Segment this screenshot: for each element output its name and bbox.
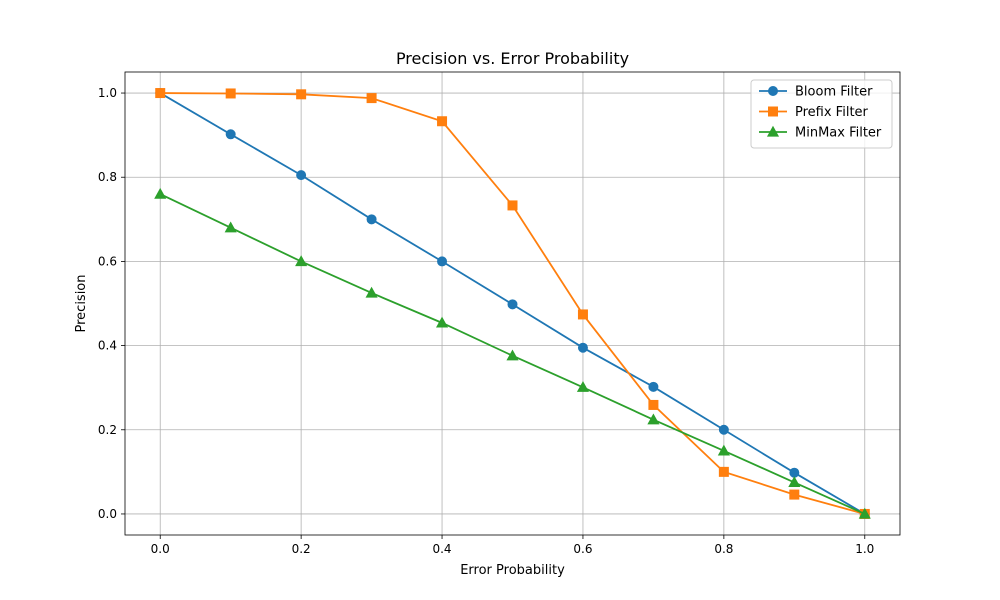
data-point: [647, 413, 660, 425]
x-tick-label: 0.0: [151, 542, 170, 556]
series-layer: [154, 88, 871, 519]
plot-frame: [124, 71, 901, 536]
legend-entry: MinMax Filter: [759, 126, 882, 141]
grid: [125, 72, 900, 535]
data-point: [435, 316, 449, 328]
series-minmax-filter: [154, 187, 871, 519]
data-point: [366, 214, 377, 225]
y-tick-label: 1.0: [98, 86, 117, 100]
legend-entry: Prefix Filter: [759, 105, 869, 120]
data-point: [224, 221, 237, 233]
data-point: [437, 116, 448, 127]
data-point: [648, 399, 659, 410]
x-tick-label: 0.4: [432, 542, 451, 556]
legend-marker: [768, 86, 778, 96]
data-point: [155, 88, 166, 99]
data-point: [717, 444, 730, 456]
data-point: [437, 256, 448, 267]
data-point: [366, 93, 377, 104]
data-point: [365, 286, 378, 298]
data-point: [577, 309, 588, 320]
data-point: [154, 187, 167, 199]
x-axis: 0.0 0.2 0.4 0.6 0.8 1.0: [151, 535, 874, 556]
data-point: [225, 129, 236, 140]
data-point: [506, 349, 519, 361]
data-point: [858, 507, 871, 519]
data-point: [507, 200, 518, 211]
data-point: [295, 255, 308, 267]
x-tick-label: 0.2: [292, 542, 311, 556]
chart-title: Precision vs. Error Probability: [396, 49, 629, 68]
data-point: [718, 466, 729, 477]
data-point: [788, 476, 801, 488]
legend-label: Prefix Filter: [795, 105, 869, 120]
data-point: [789, 467, 800, 478]
x-tick-label: 0.6: [573, 542, 592, 556]
data-point: [507, 299, 518, 310]
y-tick-label: 0.6: [98, 254, 117, 268]
legend-label: Bloom Filter: [795, 85, 873, 100]
y-tick-label: 0.8: [98, 170, 117, 184]
y-tick-label: 0.4: [98, 339, 117, 353]
data-point: [648, 381, 659, 392]
legend-label: MinMax Filter: [795, 126, 882, 141]
data-point: [577, 342, 588, 353]
y-axis: 0.0 0.2 0.4 0.6 0.8 1.0: [98, 86, 125, 521]
x-tick-label: 1.0: [855, 542, 874, 556]
data-point: [225, 88, 236, 99]
legend-marker: [768, 106, 778, 117]
data-point: [576, 381, 590, 392]
legend-box: [750, 79, 893, 149]
legend-entry: Bloom Filter: [759, 85, 873, 100]
y-tick-label: 0.0: [98, 507, 117, 521]
legend-marker: [766, 125, 780, 137]
y-axis-label: Precision: [74, 274, 89, 332]
x-axis-label: Error Probability: [460, 563, 565, 578]
data-point: [789, 489, 800, 500]
legend: Bloom Filter Prefix Filter MinMax Filter: [750, 79, 893, 149]
x-tick-label: 0.8: [714, 542, 733, 556]
data-point: [718, 424, 729, 435]
data-point: [296, 89, 307, 100]
data-point: [296, 170, 307, 181]
y-tick-label: 0.2: [98, 423, 117, 437]
